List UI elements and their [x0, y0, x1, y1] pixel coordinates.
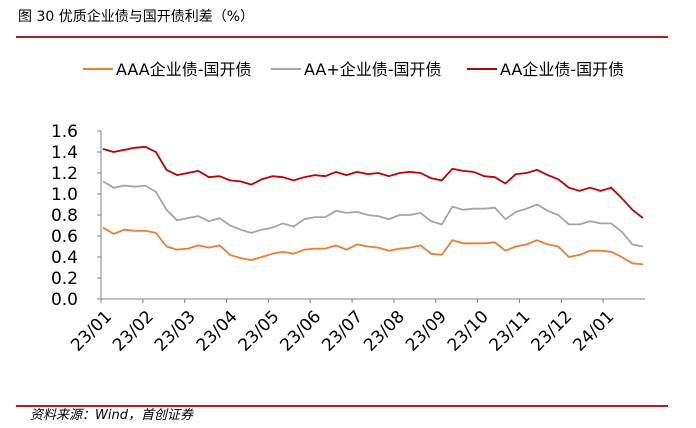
source-note: 资料来源：Wind，首创证券 [30, 408, 193, 423]
x-tick-label: 23/05 [235, 307, 284, 356]
y-tick-label: 0.8 [51, 206, 78, 226]
y-tick-label: 0.2 [51, 269, 78, 289]
legend: AAA企业债-国开债 AA+企业债-国开债 AA企业债-国开债 [83, 60, 624, 79]
y-tick-label: 1.0 [51, 185, 78, 205]
series-line-3 [102, 145, 644, 219]
x-axis: 23/0123/0223/0323/0423/0523/0623/0723/08… [67, 298, 645, 356]
y-tick-label: 1.2 [51, 164, 78, 184]
x-tick-label: 23/02 [109, 307, 158, 356]
top-rule [16, 36, 668, 38]
x-tick-label: 23/07 [318, 307, 367, 356]
series-line-1 [102, 226, 644, 266]
legend-label-1: AAA企业债-国开债 [116, 60, 252, 79]
legend-label-2: AA+企业债-国开债 [304, 60, 442, 79]
x-tick-label: 23/03 [151, 307, 200, 356]
series-line-2 [102, 180, 644, 248]
figure-title: 图 30 优质企业债与国开债利差（%） [18, 9, 255, 25]
x-tick-label: 23/04 [193, 307, 242, 356]
x-tick-label: 23/12 [528, 307, 577, 356]
x-tick-label: 23/10 [444, 307, 493, 356]
chart-canvas: AAA企业债-国开债 AA+企业债-国开债 AA企业债-国开债 0.00.20.40… [51, 60, 645, 356]
series-layer [102, 145, 644, 266]
x-tick-label: 23/09 [402, 307, 451, 356]
y-axis: 0.00.20.40.60.81.01.21.41.6 [51, 122, 102, 310]
legend-label-3: AA企业债-国开债 [500, 60, 624, 79]
y-tick-label: 1.4 [51, 143, 78, 163]
x-tick-label: 23/01 [67, 307, 116, 356]
x-tick-label: 24/01 [569, 307, 618, 356]
y-tick-label: 1.6 [51, 122, 78, 142]
bottom-rule [16, 405, 668, 407]
y-tick-label: 0.4 [51, 248, 78, 268]
x-tick-label: 23/06 [276, 307, 325, 356]
y-tick-label: 0.0 [51, 290, 78, 310]
x-tick-label: 23/11 [486, 307, 535, 356]
x-tick-label: 23/08 [360, 307, 409, 356]
y-tick-label: 0.6 [51, 227, 78, 247]
